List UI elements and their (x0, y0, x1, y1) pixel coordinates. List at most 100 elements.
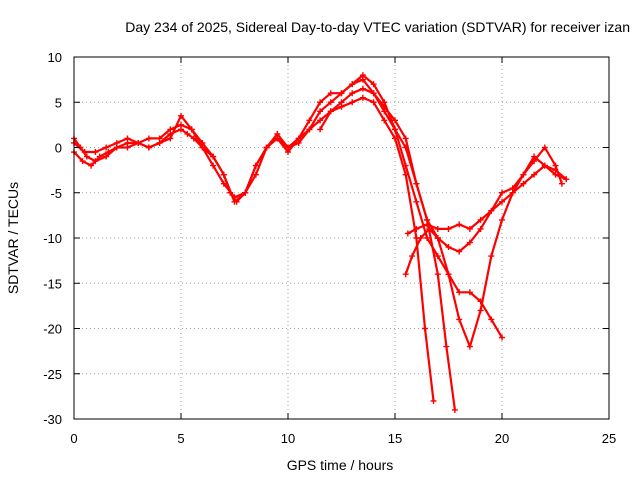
point-sat-b-30 (381, 117, 388, 124)
point-sat-c-12 (199, 144, 206, 151)
point-sat-a-26 (317, 99, 324, 106)
y-tick-label-5: -15 (43, 276, 62, 291)
point-sat-e-8 (477, 307, 484, 314)
point-sat-c-26 (349, 81, 356, 88)
point-sat-f-9 (499, 189, 505, 196)
point-sat-c-24 (327, 99, 334, 106)
point-sat-e-0 (402, 271, 409, 278)
point-sat-b-35 (430, 397, 437, 404)
point-sat-f-1 (413, 225, 420, 232)
point-sat-f-2 (424, 221, 431, 228)
point-sat-e-10 (499, 216, 505, 223)
chart-title: Day 234 of 2025, Sidereal Day-to-day VTE… (125, 19, 630, 35)
point-sat-e-3 (426, 225, 433, 232)
point-sat-c-9 (167, 135, 174, 142)
point-sat-b-32 (402, 171, 409, 178)
point-sat-b-2 (88, 162, 95, 169)
point-sat-b-3 (96, 153, 103, 160)
data-series (71, 72, 570, 413)
point-sat-c-13 (210, 162, 217, 169)
point-sat-d-13 (456, 248, 463, 255)
point-sat-c-23 (317, 108, 324, 115)
point-sat-a-40 (466, 289, 473, 296)
y-tick-label-6: -20 (43, 322, 62, 337)
x-tick-label-3: 15 (388, 431, 402, 446)
point-sat-b-34 (421, 325, 428, 332)
series-sat-c (71, 72, 458, 413)
point-sat-b-27 (349, 99, 356, 106)
point-sat-d-0 (317, 126, 324, 133)
point-sat-f-12 (531, 158, 538, 165)
point-sat-f-8 (488, 207, 495, 214)
point-sat-f-3 (434, 225, 441, 232)
y-tick-labels: 10 5 0 -5 -10 -15 -20 -25 -30 (43, 50, 62, 427)
point-sat-e-14 (541, 162, 548, 169)
point-sat-c-16 (242, 189, 249, 196)
y-tick-label-8: -30 (43, 412, 62, 427)
point-sat-a-4 (103, 153, 110, 160)
point-sat-d-9 (413, 180, 420, 187)
x-tick-label-0: 0 (70, 431, 77, 446)
point-sat-a-35 (413, 198, 420, 205)
point-sat-d-8 (402, 135, 409, 142)
point-sat-c-22 (306, 126, 313, 133)
point-sat-b-31 (392, 135, 398, 142)
series-line-sat-d (319, 87, 568, 253)
x-tick-label-1: 5 (177, 431, 184, 446)
point-sat-d-3 (349, 90, 356, 97)
point-sat-a-36 (424, 235, 431, 241)
point-sat-b-11 (178, 121, 184, 128)
point-sat-b-28 (359, 94, 366, 101)
point-sat-c-10 (178, 112, 184, 119)
series-sat-f (404, 144, 565, 237)
point-sat-c-14 (220, 180, 227, 187)
point-sat-e-4 (434, 235, 441, 241)
point-sat-e-6 (456, 316, 463, 323)
axis-ticks (73, 56, 610, 420)
point-sat-a-25 (306, 117, 313, 124)
point-sat-d-6 (381, 103, 388, 110)
point-sat-f-11 (520, 171, 527, 178)
point-sat-d-2 (338, 99, 345, 106)
x-tick-labels: 0 5 10 15 20 25 (70, 431, 616, 446)
point-sat-d-7 (392, 117, 398, 124)
point-sat-c-27 (359, 72, 366, 79)
point-sat-b-24 (317, 117, 324, 124)
point-sat-c-25 (338, 90, 345, 97)
point-sat-c-30 (392, 126, 398, 133)
point-sat-c-1 (81, 149, 88, 156)
y-tick-label-3: -5 (50, 186, 62, 201)
point-sat-e-5 (445, 271, 452, 278)
point-sat-a-42 (488, 316, 495, 323)
series-line-sat-a (72, 78, 504, 339)
point-sat-b-1 (79, 158, 86, 165)
series-sat-e (402, 153, 570, 350)
point-sat-c-34 (434, 271, 441, 278)
y-tick-label-7: -25 (43, 367, 62, 382)
point-sat-a-27 (327, 90, 334, 97)
point-sat-a-2 (83, 153, 90, 160)
point-sat-f-4 (445, 225, 452, 232)
point-sat-f-6 (466, 225, 473, 232)
point-sat-f-13 (541, 144, 548, 151)
point-sat-f-15 (558, 180, 565, 187)
point-sat-a-43 (499, 334, 505, 341)
y-tick-label-4: -10 (43, 231, 62, 246)
point-sat-b-18 (252, 171, 259, 178)
x-tick-label-2: 10 (281, 431, 295, 446)
x-tick-label-5: 25 (602, 431, 616, 446)
point-sat-c-2 (92, 149, 99, 156)
point-sat-f-0 (404, 230, 411, 237)
point-sat-b-10 (167, 126, 174, 133)
point-sat-b-6 (124, 144, 131, 151)
y-tick-label-1: 5 (55, 95, 62, 110)
point-sat-c-17 (252, 162, 259, 169)
point-sat-e-15 (552, 171, 559, 178)
point-sat-c-5 (124, 135, 131, 142)
point-sat-d-15 (477, 225, 484, 232)
point-sat-d-12 (445, 244, 452, 251)
point-sat-c-6 (135, 139, 142, 146)
point-sat-b-29 (370, 99, 377, 106)
y-tick-label-0: 10 (48, 50, 62, 65)
